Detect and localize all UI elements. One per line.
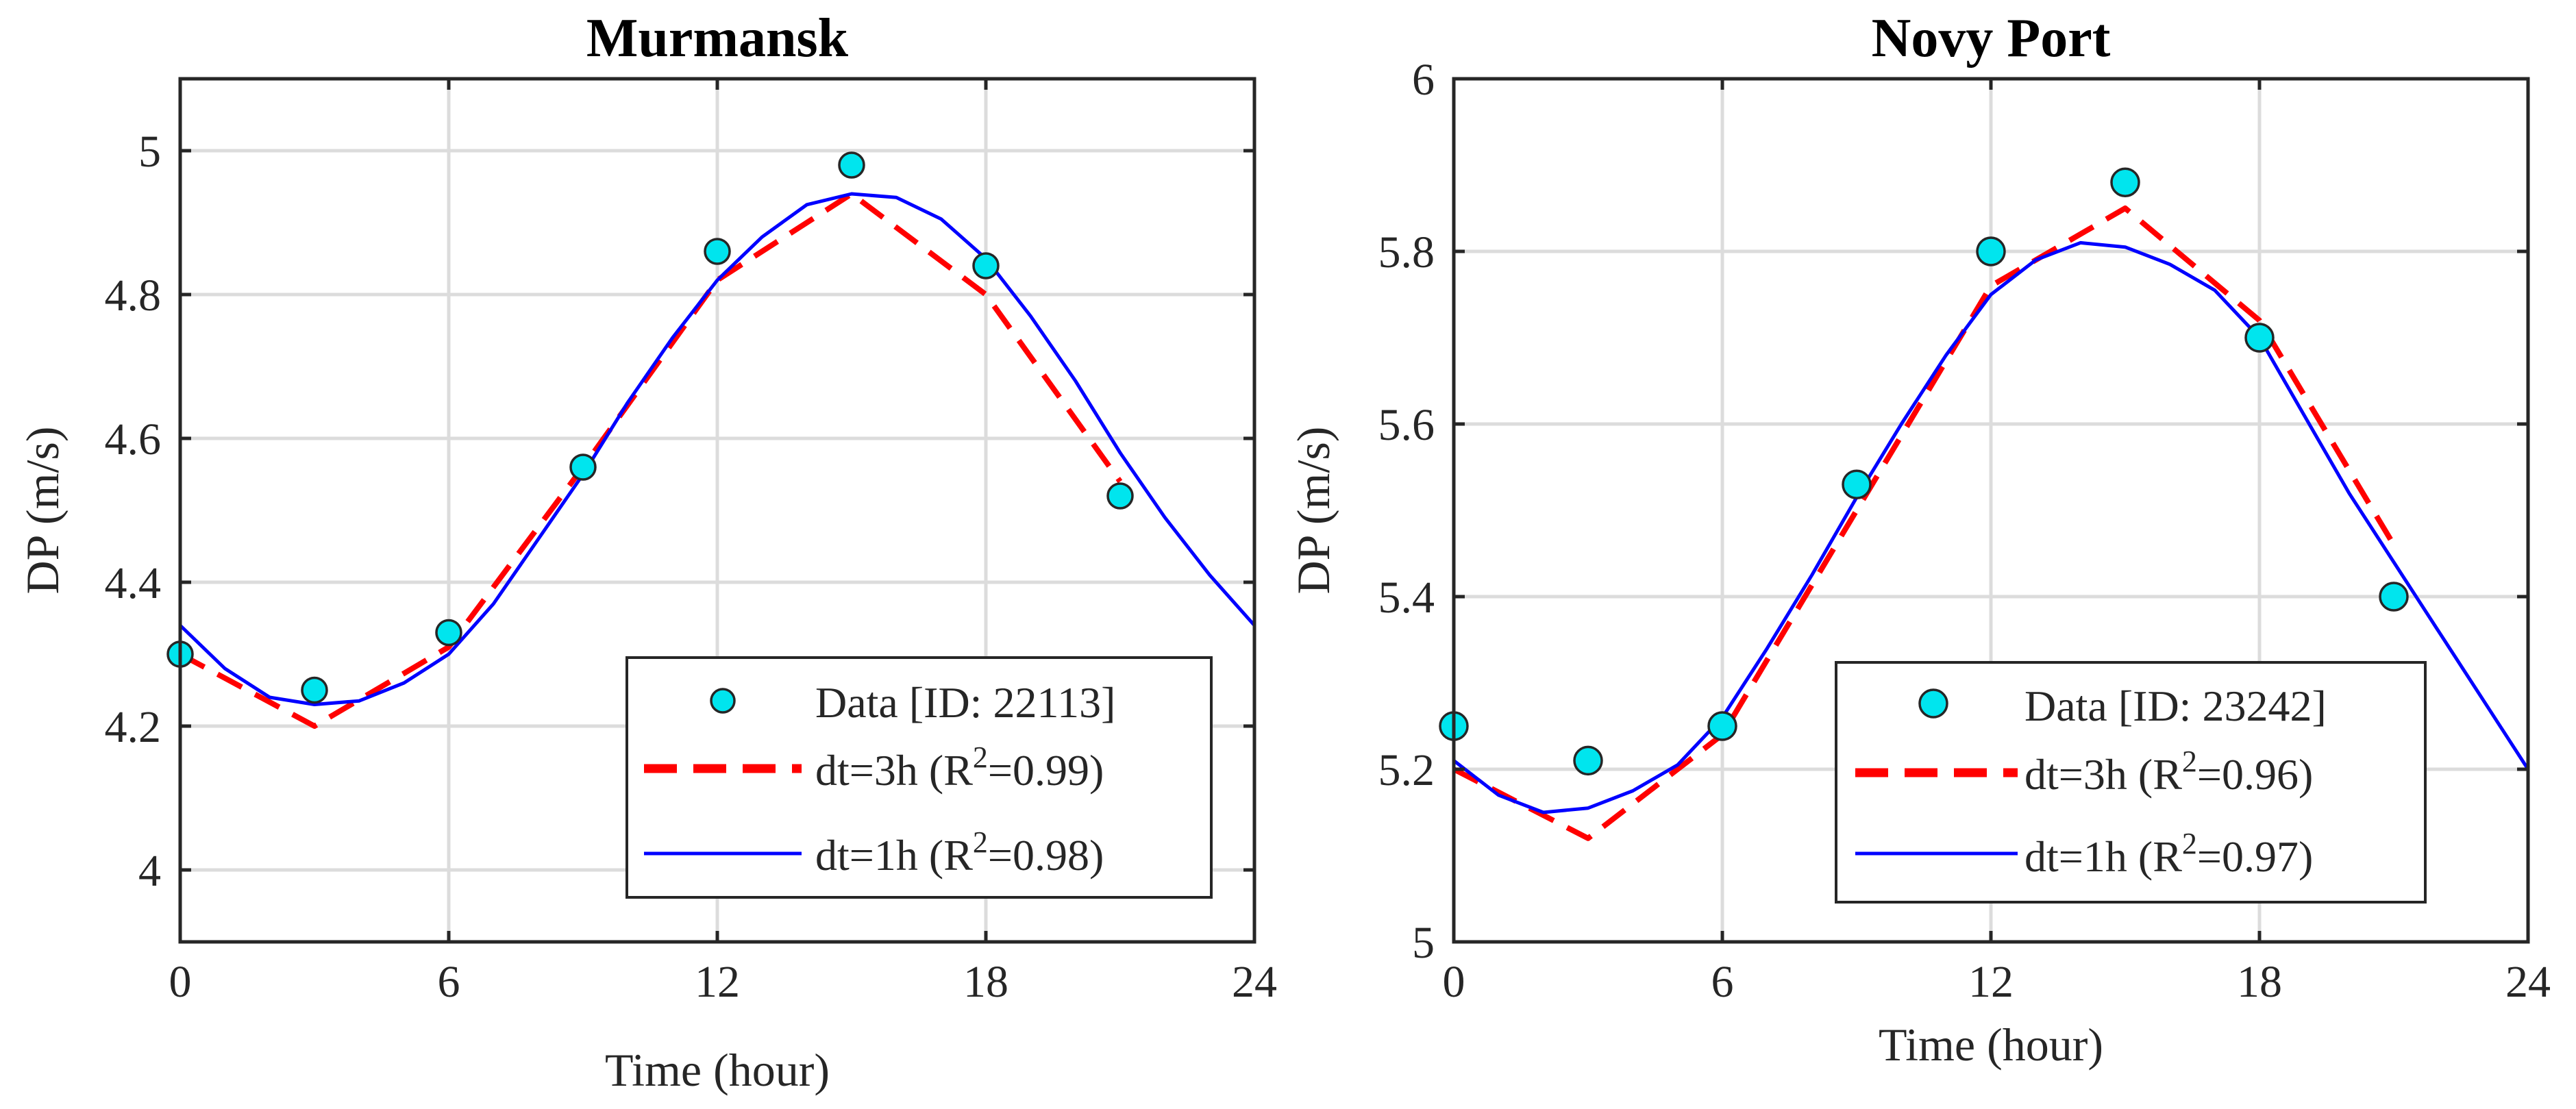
- legend-label-dt3h: dt=3h (R2=0.96): [2024, 745, 2313, 799]
- legend-label-dt3h-sup: 2: [2182, 745, 2197, 778]
- legend-label-dt3h-main: dt=3h (R: [815, 746, 973, 795]
- series-line-dt1h: [1452, 240, 2530, 814]
- x-tick-label: 18: [963, 957, 1008, 1007]
- data-point: [569, 453, 597, 481]
- legend-label-dt1h-main: dt=1h (R: [815, 831, 973, 880]
- series-line-dt3h: [179, 191, 1123, 729]
- x-tick-label: 0: [1443, 957, 1465, 1007]
- y-axis-label: DP (m/s): [16, 427, 69, 595]
- tick-layer: 0 6 12 18 24 5 5.2 5.4 5.6 5.8 6: [1378, 55, 2551, 1007]
- y-tick-label: 4.2: [105, 702, 162, 752]
- x-tick-label: 0: [169, 957, 192, 1007]
- y-tick-label: 4.4: [105, 558, 162, 608]
- y-tick-label: 5: [138, 127, 161, 177]
- legend-label-dt3h: dt=3h (R2=0.99): [815, 740, 1104, 795]
- data-point: [972, 252, 1000, 279]
- legend-label-data: Data [ID: 23242]: [2024, 682, 2327, 730]
- x-axis-label: Time (hour): [605, 1044, 830, 1096]
- x-tick-label: 24: [2505, 957, 2551, 1007]
- data-point: [2244, 323, 2275, 353]
- series-line-dt3h: [1452, 205, 2397, 841]
- data-point: [1707, 711, 1737, 741]
- legend-label-dt3h-end: =0.99): [988, 746, 1104, 795]
- legend-marker-data: [1918, 688, 1948, 719]
- legend-label-data: Data [ID: 22113]: [815, 678, 1115, 727]
- x-tick-label: 18: [2237, 957, 2282, 1007]
- y-tick-label: 5: [1412, 918, 1435, 968]
- legend: Data [ID: 22113] dt=3h (R2=0.99) dt=1h (…: [626, 656, 1213, 899]
- data-point: [704, 238, 731, 265]
- y-tick-label: 6: [1412, 55, 1435, 105]
- chart-title: Novy Port: [1872, 8, 2111, 68]
- tick-layer: 0 6 12 18 24 4 4.2 4.4 4.6 4.8 5: [105, 79, 1277, 1007]
- legend-label-dt1h: dt=1h (R2=0.98): [815, 825, 1104, 880]
- x-axis-label: Time (hour): [1879, 1019, 2103, 1071]
- data-point: [435, 619, 462, 647]
- x-tick-label: 12: [1968, 957, 2014, 1007]
- legend: Data [ID: 23242] dt=3h (R2=0.96) dt=1h (…: [1835, 661, 2427, 904]
- series-line-dt1h: [179, 192, 1256, 706]
- legend-label-dt3h-end: =0.96): [2197, 750, 2313, 799]
- data-point: [1573, 745, 1603, 776]
- y-tick-label: 5.2: [1378, 745, 1435, 795]
- x-tick-label: 6: [1711, 957, 1734, 1007]
- series-layer: [1439, 167, 2530, 841]
- data-point: [838, 151, 865, 179]
- data-point: [1842, 469, 1872, 499]
- legend-label-dt1h-end: =0.98): [988, 831, 1104, 880]
- x-tick-label: 6: [438, 957, 460, 1007]
- data-point: [1106, 482, 1134, 510]
- x-tick-label: 12: [695, 957, 740, 1007]
- y-axis-label: DP (m/s): [1287, 427, 1339, 595]
- legend-marker-data: [710, 688, 736, 714]
- chart-title: Murmansk: [586, 8, 849, 68]
- y-tick-label: 4.6: [105, 414, 162, 464]
- y-tick-label: 5.8: [1378, 227, 1435, 277]
- y-tick-label: 4: [138, 846, 161, 896]
- chart-novy-port: 0 6 12 18 24 5 5.2 5.4 5.6 5.8 6 Novy Port Time (h…: [1287, 8, 2551, 1071]
- legend-label-dt1h-sup: 2: [2182, 827, 2197, 860]
- legend-label-dt3h-sup: 2: [973, 740, 988, 774]
- x-tick-label: 24: [1232, 957, 1277, 1007]
- data-point: [301, 676, 328, 704]
- legend-label-dt1h-main: dt=1h (R: [2024, 832, 2182, 881]
- data-point: [2110, 167, 2140, 197]
- y-tick-label: 4.8: [105, 271, 162, 321]
- data-point: [2379, 582, 2409, 612]
- legend-label-dt1h: dt=1h (R2=0.97): [2024, 827, 2313, 881]
- y-tick-label: 5.6: [1378, 400, 1435, 450]
- data-point: [1976, 236, 2006, 266]
- legend-label-dt1h-sup: 2: [973, 825, 988, 859]
- legend-label-dt1h-end: =0.97): [2197, 832, 2313, 881]
- chart-murmansk: 0 6 12 18 24 4 4.2 4.4 4.6 4.8 5 Murmansk Time (ho…: [16, 8, 1277, 1096]
- legend-label-dt3h-main: dt=3h (R: [2024, 750, 2182, 799]
- y-tick-label: 5.4: [1378, 573, 1435, 623]
